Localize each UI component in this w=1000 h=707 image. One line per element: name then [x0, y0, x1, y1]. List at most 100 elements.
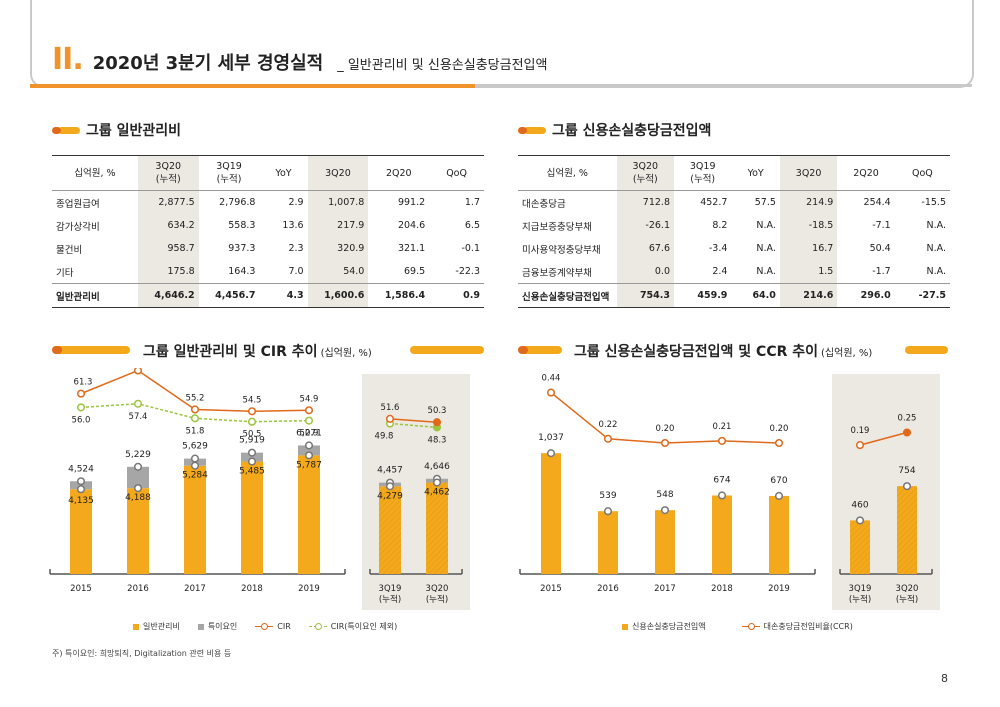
table-cell: -0.1: [461, 243, 480, 254]
header-divider: [475, 84, 972, 87]
ccr-label: 0.20: [770, 424, 789, 434]
ccr-line: [859, 431, 908, 446]
table-header-cell: 3Q19 (누적): [674, 155, 732, 191]
table-cell: 214.6: [779, 283, 838, 308]
table-row: 감가상각비 634.2 558.3 13.6 217.9 204.6 6.5: [52, 214, 484, 237]
table-cell: 214.9: [779, 190, 838, 214]
table-cell: 754.3: [616, 283, 674, 308]
right-chart-title-text: 그룹 신용손실충당금전입액 및 CCR 추이: [574, 344, 819, 360]
ccr-label: 0.20: [656, 424, 675, 434]
cir-ex-label: 51.8: [186, 426, 205, 436]
bar-top-marker: [76, 477, 86, 486]
x-tick-label: 2017: [184, 584, 206, 594]
table-header-cell: 2Q20: [837, 155, 895, 191]
bar-general-expense: [426, 482, 448, 574]
general-expense-table: 십억원, % 3Q20 (누적) 3Q19 (누적) YoY 3Q20 2Q20 QoQ 종업원급…: [52, 155, 484, 308]
cir-label: 54.5: [243, 395, 262, 405]
table-cell: 1.5: [779, 260, 838, 284]
table-cell: 2,877.5: [137, 190, 199, 214]
table-cell: 958.7: [137, 237, 199, 260]
bar-label: 754: [898, 466, 915, 476]
bar-base-label: 4,135: [68, 496, 94, 506]
bar-credit-loss: [712, 495, 732, 574]
x-tick-label: 2018: [241, 584, 263, 594]
x-tick-label: (누적): [849, 594, 871, 605]
cir-ex-label: 49.8: [375, 432, 394, 442]
cir-line: [80, 369, 310, 413]
table-total-row: 신용손실충당금전입액 754.3 459.9 64.0 214.6 296.0 -27.5: [518, 283, 950, 308]
section-number: II.: [52, 42, 84, 77]
table-cell: 6.5: [464, 220, 480, 231]
table-cell: 미사용약정충당부채: [522, 244, 601, 256]
table-cell: 320.9: [307, 237, 369, 260]
bar-base-label: 4,462: [424, 488, 450, 498]
bar-label: 548: [656, 490, 673, 500]
table-row: 종업원급여 2,877.5 2,796.8 2.9 1,007.8 991.2 1.7: [52, 190, 484, 214]
bar-base-marker: [385, 482, 395, 491]
cir-point: [190, 405, 200, 414]
cir-ex-label: 50.5: [243, 430, 262, 440]
right-chart-legend: 신용손실충당금전입액 대손충당금전입비율(CCR): [622, 621, 871, 632]
table-header-cell: 십억원, %: [518, 155, 617, 191]
x-tick-label: 3Q19: [849, 584, 872, 594]
table-header-cell: QoQ: [894, 155, 950, 191]
cir-label: 51.6: [381, 403, 400, 413]
cir-point: [247, 407, 257, 416]
cir-point: [304, 406, 314, 415]
ccr-label: 0.22: [599, 420, 618, 430]
bar-special-factor: [127, 466, 149, 489]
cir-line: [389, 418, 438, 423]
table-cell: -26.1: [616, 214, 674, 237]
table-cell: 937.3: [228, 243, 256, 254]
cir-ex-point: [76, 403, 86, 412]
table-cell: 1.7: [464, 197, 480, 208]
bar-base-label: 4,188: [125, 493, 151, 503]
cir-ex-point: [133, 399, 143, 408]
left-chart-title: 그룹 일반관리비 및 CIR 추이 (십억원, %): [143, 341, 372, 361]
bar-credit-loss: [598, 511, 618, 574]
table-cell: 신용손실충당금전입액: [518, 283, 617, 308]
ccr-point: [660, 438, 670, 448]
cir-label: 54.9: [300, 394, 319, 404]
cir-ex-label: 57.4: [129, 412, 148, 422]
table-header-cell: 3Q20 (누적): [616, 155, 674, 191]
cir-ex-line: [389, 422, 438, 429]
bar-top-marker: [603, 507, 613, 516]
cir-ex-label: 48.3: [428, 435, 447, 445]
table-cell: 0.9: [429, 283, 484, 308]
table-cell: N.A.: [756, 266, 776, 277]
x-tick-label: 3Q19: [379, 584, 402, 594]
table-total-row: 일반관리비 4,646.2 4,456.7 4.3 1,600.6 1,586.4 0.9: [52, 283, 484, 308]
bar-total-label: 5,919: [239, 436, 265, 446]
table-cell: 7.0: [288, 266, 304, 277]
left-chart-title-bar: [52, 346, 130, 354]
x-tick-label: 2018: [711, 584, 733, 594]
table-cell: 16.7: [779, 237, 838, 260]
legend-item: 일반관리비: [133, 621, 180, 632]
table-row: 물건비 958.7 937.3 2.3 320.9 321.1 -0.1: [52, 237, 484, 260]
page-title: 2020년 3분기 세부 경영실적: [92, 53, 324, 74]
x-tick-label: 2016: [127, 584, 149, 594]
bar-label: 539: [599, 491, 616, 501]
left-table-title: 그룹 일반관리비: [86, 123, 182, 139]
table-header-cell: 3Q20 (누적): [137, 155, 199, 191]
cir-ex-label: 56.0: [72, 415, 91, 425]
table-row: 금융보증계약부채 0.0 2.4 N.A. 1.5 -1.7 N.A.: [518, 260, 950, 284]
table-cell: -18.5: [779, 214, 838, 237]
bar-top-marker: [855, 516, 865, 525]
bar-top-marker: [247, 448, 257, 457]
table-cell: 4,646.2: [137, 283, 199, 308]
table-cell: N.A.: [756, 220, 776, 231]
header-accent-bar: [30, 84, 475, 88]
table-cell: 1,007.8: [307, 190, 369, 214]
x-tick-label: 2017: [654, 584, 676, 594]
ccr-point: [603, 434, 613, 443]
bar-base-marker: [304, 451, 314, 460]
bar-top-marker: [546, 449, 556, 458]
ccr-label: 0.44: [542, 374, 561, 384]
table-cell: 물건비: [56, 244, 83, 256]
table-header-cell: YoY: [259, 155, 308, 191]
bar-credit-loss: [769, 495, 789, 574]
bullet-pill-icon: [518, 126, 546, 134]
table-cell: 321.1: [397, 243, 426, 254]
